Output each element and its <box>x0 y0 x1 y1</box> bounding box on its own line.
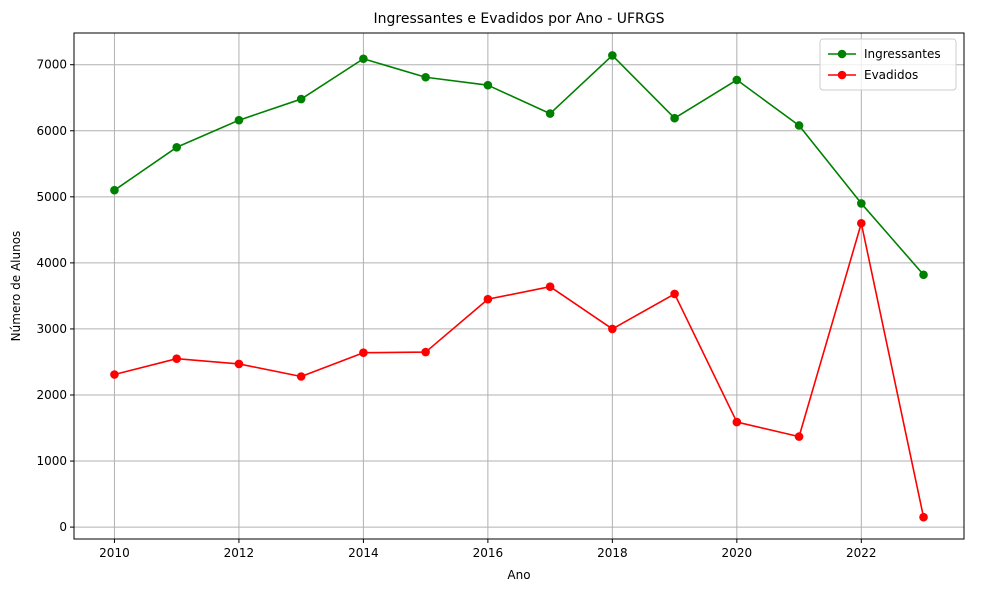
data-point-series-0 <box>608 51 617 60</box>
legend-marker-1 <box>837 70 847 80</box>
data-point-series-1 <box>857 218 866 228</box>
x-tick-label: 2022 <box>846 546 877 560</box>
series-line-0 <box>114 54 925 276</box>
data-point-series-0 <box>296 94 306 104</box>
data-point-series-0 <box>421 72 430 82</box>
data-point-series-0 <box>359 54 368 64</box>
data-point-series-1 <box>172 354 181 363</box>
data-point-series-1 <box>919 512 928 522</box>
legend-box <box>819 38 957 91</box>
legend-marker-0 <box>837 49 847 59</box>
data-point-series-0 <box>234 115 244 125</box>
data-point-series-0 <box>172 142 181 152</box>
data-point-series-0 <box>919 270 928 280</box>
x-tick-label: 2018 <box>597 546 628 560</box>
y-tick-label: 3000 <box>36 322 67 336</box>
legend-label-1: Evadidos <box>864 68 918 82</box>
data-point-series-1 <box>732 417 742 427</box>
plot-area-frame <box>73 32 965 540</box>
y-tick-label: 1000 <box>36 454 67 468</box>
grid-layer <box>74 33 964 539</box>
data-point-series-0 <box>857 199 866 208</box>
data-point-series-1 <box>608 324 617 334</box>
data-point-series-1 <box>359 348 368 358</box>
y-tick-label: 0 <box>59 520 67 534</box>
data-point-series-1 <box>296 372 306 381</box>
legend-entries: Ingressantes Evadidos <box>828 47 941 82</box>
data-point-series-1 <box>545 282 555 291</box>
data-point-series-0 <box>794 121 804 130</box>
x-axis-label: Ano <box>507 568 530 582</box>
data-point-series-0 <box>545 109 555 118</box>
x-tick-label: 2012 <box>224 546 255 560</box>
x-tick-label: 2014 <box>348 546 379 560</box>
legend: Ingressantes Evadidos <box>819 38 957 91</box>
data-point-series-1 <box>421 347 430 357</box>
x-tick-label: 2010 <box>99 546 130 560</box>
legend-label-0: Ingressantes <box>864 47 941 61</box>
data-point-series-0 <box>670 113 679 123</box>
x-tick-label: 2020 <box>722 546 753 560</box>
y-tick-label: 5000 <box>36 190 67 204</box>
x-tick-label: 2016 <box>473 546 504 560</box>
y-tick-label: 7000 <box>36 58 67 72</box>
data-point-series-1 <box>483 294 493 304</box>
data-point-series-1 <box>670 289 679 299</box>
tick-layer: 2010 2012 2014 2016 2018 2020 2022 0 1000 2000 300… <box>36 58 876 560</box>
y-axis-label: Número de Alunos <box>9 231 23 342</box>
data-point-series-0 <box>732 75 742 85</box>
y-tick-label: 2000 <box>36 388 67 402</box>
series-layer <box>110 51 928 522</box>
data-point-series-0 <box>110 185 119 195</box>
chart-title: Ingressantes e Evadidos por Ano - UFRGS <box>374 11 665 27</box>
data-point-series-1 <box>794 432 804 441</box>
y-tick-label: 4000 <box>36 256 67 270</box>
data-point-series-1 <box>110 370 119 379</box>
series-line-1 <box>114 222 925 518</box>
y-tick-label: 6000 <box>36 124 67 138</box>
data-point-series-1 <box>234 359 244 369</box>
data-point-series-0 <box>483 80 493 90</box>
